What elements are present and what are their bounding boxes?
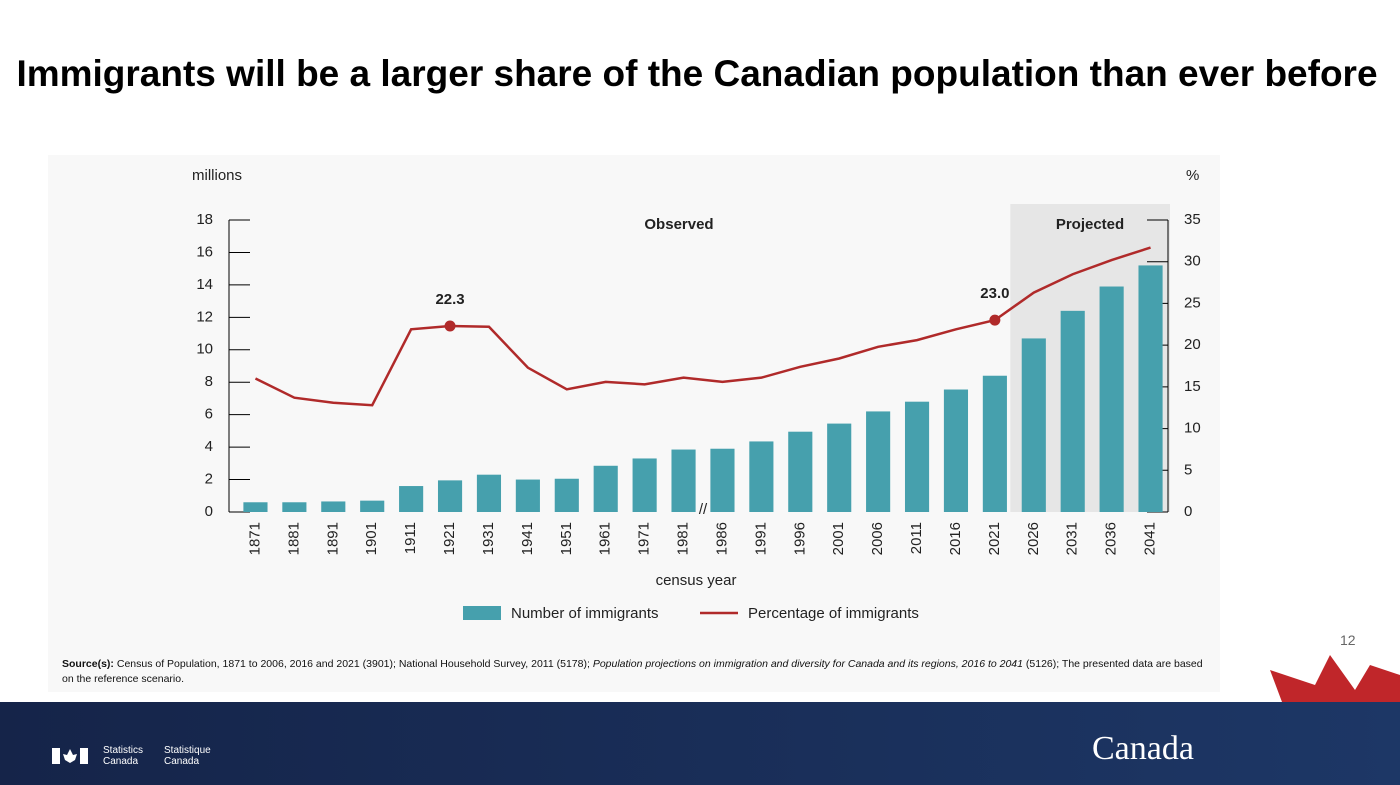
x-tick-label: 2001 <box>830 522 847 555</box>
footer: Statistics Canada Statistique Canada Can… <box>0 702 1400 785</box>
bar <box>515 479 540 512</box>
y2-tick-label: 30 <box>1184 253 1201 270</box>
y-tick-label: 6 <box>205 406 213 423</box>
y2-tick-label: 0 <box>1184 503 1192 520</box>
annotation: Projected <box>1056 216 1124 233</box>
y-tick-label: 4 <box>205 438 213 455</box>
line <box>254 246 1151 407</box>
x-axis-label: census year <box>656 572 737 589</box>
y2-tick-label: 10 <box>1184 420 1201 437</box>
y2-tick-label: 20 <box>1184 336 1201 353</box>
x-tick-label: 1881 <box>285 522 302 555</box>
chart: millions % census year 0 2 4 6 8 10 12 14 16 18 0 5 10 1… <box>192 167 1201 622</box>
source-italic: Population projections on immigration an… <box>592 658 1023 670</box>
x-tick-label: 2006 <box>869 522 886 555</box>
x-tick-label: 1871 <box>246 522 263 555</box>
x-tick-label: 1931 <box>480 522 497 555</box>
x-tick-label: 1971 <box>636 522 653 555</box>
bar <box>593 465 618 512</box>
y2-tick-label: 15 <box>1184 378 1201 395</box>
x-tick-label: 1921 <box>441 522 458 555</box>
bar <box>399 486 424 512</box>
bar <box>632 458 657 512</box>
source-end: (5126); The presented data are based on … <box>62 658 1203 685</box>
x-tick-label: 2021 <box>986 522 1003 555</box>
x-tick-label: 2041 <box>1142 522 1159 555</box>
bar <box>904 401 930 512</box>
y-tick-label: 0 <box>205 503 213 520</box>
source-label: Source(s): <box>62 658 114 670</box>
x-tick-label: 1951 <box>558 522 575 555</box>
y-tick-label: 8 <box>205 373 213 390</box>
slide-title: Immigrants will be a larger share of the… <box>16 53 1378 94</box>
bar <box>321 501 346 512</box>
x-tick-label: 2016 <box>947 522 964 555</box>
highlight-point <box>444 320 456 332</box>
y-tick-label: 10 <box>196 341 213 358</box>
bar <box>749 441 774 512</box>
x-tick-label: 2031 <box>1064 522 1081 555</box>
x-tick-label: 1986 <box>713 522 730 555</box>
legend-label: Number of immigrants <box>511 605 659 622</box>
bar <box>1138 265 1163 512</box>
x-tick-label: 1996 <box>791 522 808 555</box>
bar <box>1060 310 1085 512</box>
bar <box>866 411 891 512</box>
bar <box>282 502 307 512</box>
source-text: Census of Population, 1871 to 2006, 2016… <box>116 658 590 670</box>
annotation: Observed <box>644 216 713 233</box>
x-tick-label: 2011 <box>908 522 925 554</box>
bar <box>360 500 385 512</box>
x-tick-label: 1941 <box>519 522 536 555</box>
bar <box>788 431 813 512</box>
bar <box>1099 286 1124 512</box>
x-tick-label: 2036 <box>1103 522 1120 555</box>
bar <box>982 375 1007 512</box>
highlight-point <box>989 314 1001 326</box>
bar <box>1021 338 1046 512</box>
y2-tick-label: 35 <box>1184 211 1201 228</box>
x-tick-label: 1891 <box>324 522 341 555</box>
y2-tick-label: 5 <box>1184 461 1192 478</box>
y2-tick-label: 25 <box>1184 294 1201 311</box>
bar <box>943 389 969 512</box>
annotation: 22.3 <box>435 291 464 308</box>
source-note: Source(s): Census of Population, 1871 to… <box>62 657 1212 687</box>
y-axis-label: millions <box>192 167 242 184</box>
canada-wordmark: Canada <box>1092 730 1194 767</box>
legend-label: Percentage of immigrants <box>748 605 919 622</box>
footer-en: Statistics Canada <box>103 745 144 767</box>
x-tick-label: 1981 <box>675 522 692 555</box>
x-tick-label: 1901 <box>363 522 380 555</box>
annotation: 23.0 <box>980 285 1009 302</box>
bar <box>671 449 696 512</box>
axis-break: // <box>699 501 708 518</box>
x-tick-label: 1991 <box>752 522 769 555</box>
x-tick-label: 2026 <box>1025 522 1042 555</box>
x-tick-label: 1911 <box>402 522 419 554</box>
slide-number: 12 <box>1340 632 1356 648</box>
bar <box>710 448 735 512</box>
x-tick-label: 1961 <box>597 522 614 555</box>
bar <box>554 478 579 512</box>
footer-fr: Statistique Canada <box>164 745 211 767</box>
bar <box>827 423 852 512</box>
y-tick-label: 12 <box>196 308 213 325</box>
flag-logo <box>52 748 88 764</box>
y-tick-label: 14 <box>196 276 213 293</box>
bar <box>437 480 463 512</box>
bar <box>476 474 502 512</box>
y-tick-label: 16 <box>196 243 213 260</box>
y2-axis-label: % <box>1186 167 1199 184</box>
legend-swatch <box>463 606 501 620</box>
y-tick-label: 18 <box>196 211 213 228</box>
y-tick-label: 2 <box>205 471 213 488</box>
bar <box>243 502 268 512</box>
